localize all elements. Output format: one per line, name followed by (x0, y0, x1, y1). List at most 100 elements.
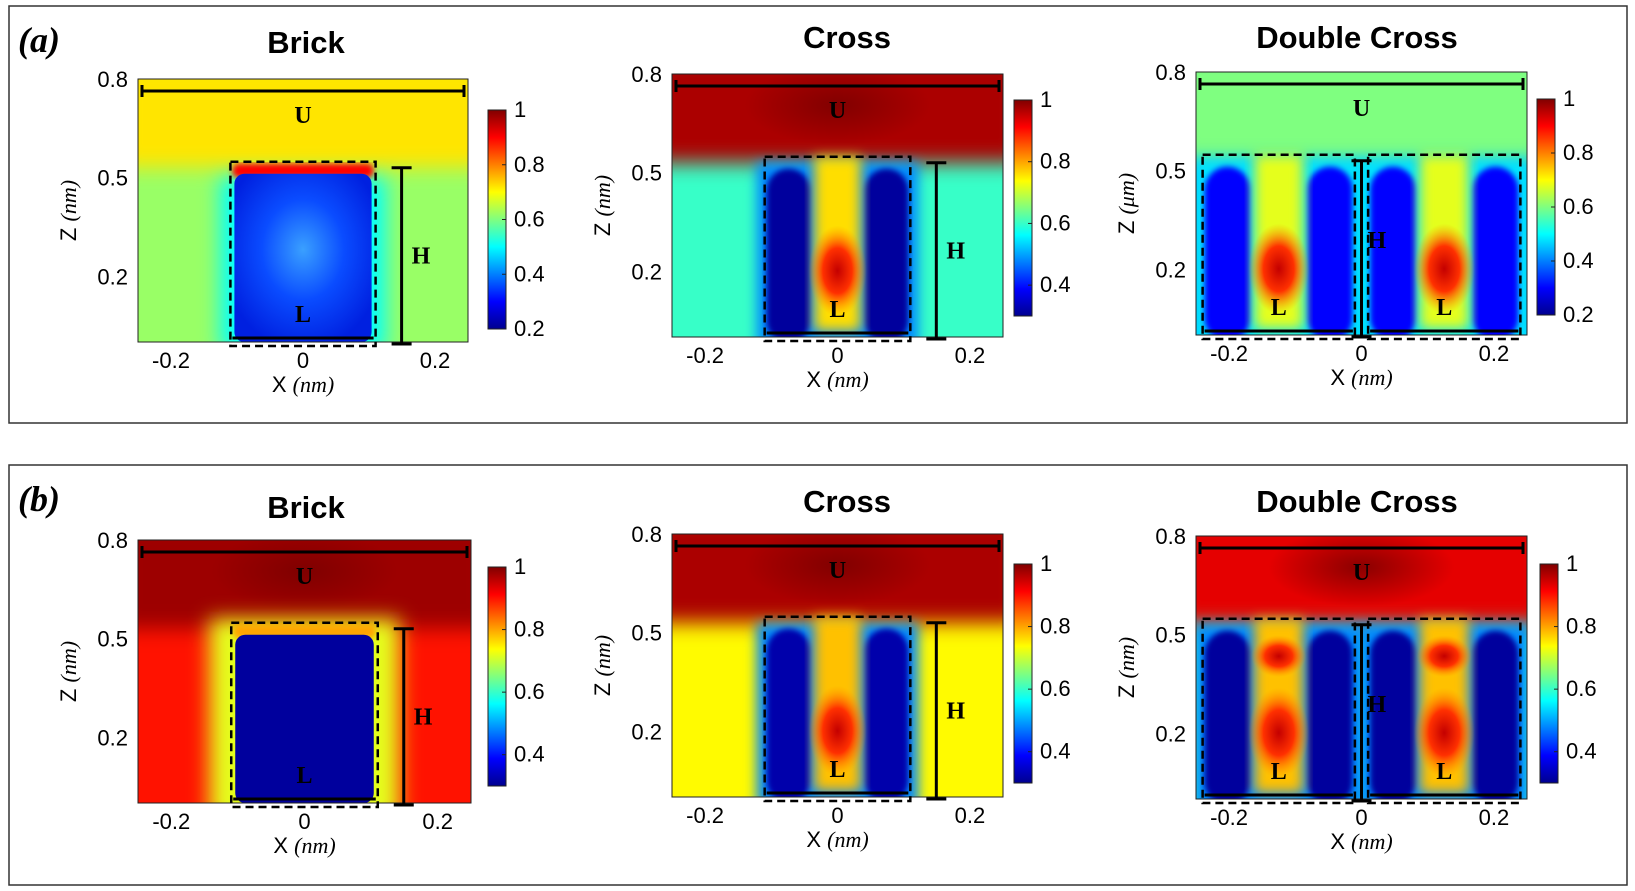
h-dimension-label: H (1368, 692, 1387, 718)
l-dimension-label: L (1271, 759, 1287, 785)
panel-b-brick: U L H Brick -0.2 0 0.2 X (nm) 0.8 0.5 0.2 Z (nm) 1 0.… (56, 490, 545, 858)
l-dimension-label: L (1436, 295, 1452, 321)
panel-b-double-cross: U L L H Double Cross -0.2 0 0.2 X (nm) 0.8 0.5 0.2 Z… (1114, 484, 1597, 854)
y-tick-label: 0.5 (97, 166, 128, 191)
l-dimension-label: L (296, 763, 312, 789)
panel-a-double-cross: U L L H Double Cross -0.2 0 0.2 X (nm) 0.8 0.5 0.2 Z… (1114, 20, 1594, 390)
row-a-label: (a) (18, 20, 60, 60)
y-tick-label: 0.2 (1155, 257, 1186, 282)
heatmap (1196, 536, 1527, 799)
heatmap-top-hotspot (744, 534, 931, 605)
y-tick-label: 0.2 (97, 264, 128, 289)
x-tick-label: 0.2 (955, 803, 986, 828)
row-b-frame (8, 464, 1628, 886)
plot-frame (137, 539, 472, 804)
colorbar-tick-label: 0.6 (1563, 194, 1594, 219)
heatmap-hotspot (1248, 223, 1310, 315)
colorbar-tick-label: 1 (514, 97, 526, 122)
x-axis-label: X (nm) (1330, 829, 1392, 854)
x-tick-label: -0.2 (686, 343, 724, 368)
panel-title: Cross (803, 484, 891, 519)
x-tick-label: -0.2 (686, 803, 724, 828)
structure-outline (763, 155, 912, 343)
heatmap-hotspot (1413, 223, 1475, 315)
heatmap-structure-interior (235, 634, 374, 803)
colorbar (1539, 563, 1559, 784)
colorbar (1013, 563, 1033, 784)
x-tick-label: 0 (1355, 805, 1367, 830)
colorbar-tick-label: 1 (1566, 551, 1578, 576)
y-axis-label: Z (nm) (590, 635, 615, 696)
l-dimension-label: L (829, 757, 845, 783)
colorbar-tick-label: 0.6 (1566, 676, 1597, 701)
l-dimension-label: L (1271, 295, 1287, 321)
y-axis-label: Z (μm) (1114, 173, 1139, 234)
heatmap-top-hotspot (744, 74, 931, 145)
y-axis-label: Z (nm) (56, 641, 81, 702)
colorbar (487, 566, 507, 787)
heatmap-side-column (864, 628, 909, 797)
y-tick-label: 0.5 (1155, 623, 1186, 648)
u-dimension-label: U (1353, 96, 1370, 122)
y-tick-label: 0.8 (631, 522, 662, 547)
u-dimension-label: U (294, 103, 311, 129)
heatmap-top-hotspot (211, 540, 398, 611)
panel-b-cross: U L H Cross -0.2 0 0.2 X (nm) 0.8 0.5 0.2 Z (nm) 1 0.… (590, 484, 1071, 852)
x-tick-label: 0.2 (1479, 341, 1510, 366)
heatmap (672, 534, 1003, 797)
y-tick-label: 0.8 (1155, 524, 1186, 549)
x-tick-label: 0.2 (422, 809, 453, 834)
y-axis-label: Z (nm) (1114, 637, 1139, 698)
heatmap (138, 540, 471, 803)
y-tick-label: 0.5 (631, 161, 662, 186)
heatmap-hotspot (1416, 635, 1472, 678)
heatmap-hotspot (1248, 687, 1310, 779)
x-axis-label: X (nm) (806, 367, 868, 392)
colorbar-tick-label: 1 (1040, 87, 1052, 112)
heatmap-side-column (864, 168, 909, 337)
structure-outline (229, 160, 377, 348)
h-dimension-label: H (946, 699, 965, 725)
x-tick-label: 0 (1355, 341, 1367, 366)
colorbar-tick-label: 0.4 (1040, 739, 1071, 764)
row-b-label: (b) (18, 479, 60, 519)
y-tick-label: 0.2 (631, 719, 662, 744)
heatmap-hotspot (808, 225, 867, 317)
colorbar-tick-label: 0.8 (1563, 140, 1594, 165)
heatmap-top-region (1196, 72, 1527, 161)
h-dimension-label: H (412, 244, 431, 270)
x-tick-label: 0 (297, 348, 309, 373)
heatmap-side-column (1370, 166, 1416, 335)
heatmap-side-column (1204, 630, 1251, 799)
y-tick-label: 0.5 (1155, 159, 1186, 184)
heatmap-hotspot (1251, 635, 1307, 678)
y-axis-label: Z (nm) (590, 175, 615, 236)
x-tick-label: 0 (298, 809, 310, 834)
x-tick-label: 0 (831, 343, 843, 368)
x-tick-label: 0 (831, 803, 843, 828)
colorbar-tick-label: 0.4 (1563, 248, 1594, 273)
colorbar-tick-label: 0.8 (1566, 614, 1597, 639)
colorbar-tick-label: 0.6 (514, 679, 545, 704)
colorbar-tick-label: 0.2 (514, 316, 545, 341)
u-dimension-label: U (829, 558, 846, 584)
x-axis-label: X (nm) (806, 827, 868, 852)
u-dimension-label: U (1353, 560, 1370, 586)
panel-title: Brick (267, 490, 345, 525)
plot-frame (137, 78, 469, 343)
h-dimension-label: H (414, 705, 433, 731)
heatmap-side-column (766, 628, 811, 797)
colorbar-tick-label: 0.8 (514, 617, 545, 642)
x-tick-label: -0.2 (1210, 341, 1248, 366)
heatmap (672, 74, 1003, 337)
x-tick-label: 0.2 (955, 343, 986, 368)
u-dimension-label: U (296, 564, 313, 590)
y-tick-label: 0.8 (97, 67, 128, 92)
plot-frame (671, 73, 1004, 338)
colorbar-tick-label: 0.4 (514, 742, 545, 767)
y-tick-label: 0.2 (1155, 721, 1186, 746)
y-tick-label: 0.5 (631, 621, 662, 646)
structure-outline (763, 615, 912, 803)
plot-frame (671, 533, 1004, 798)
h-dimension-label: H (1368, 228, 1387, 254)
